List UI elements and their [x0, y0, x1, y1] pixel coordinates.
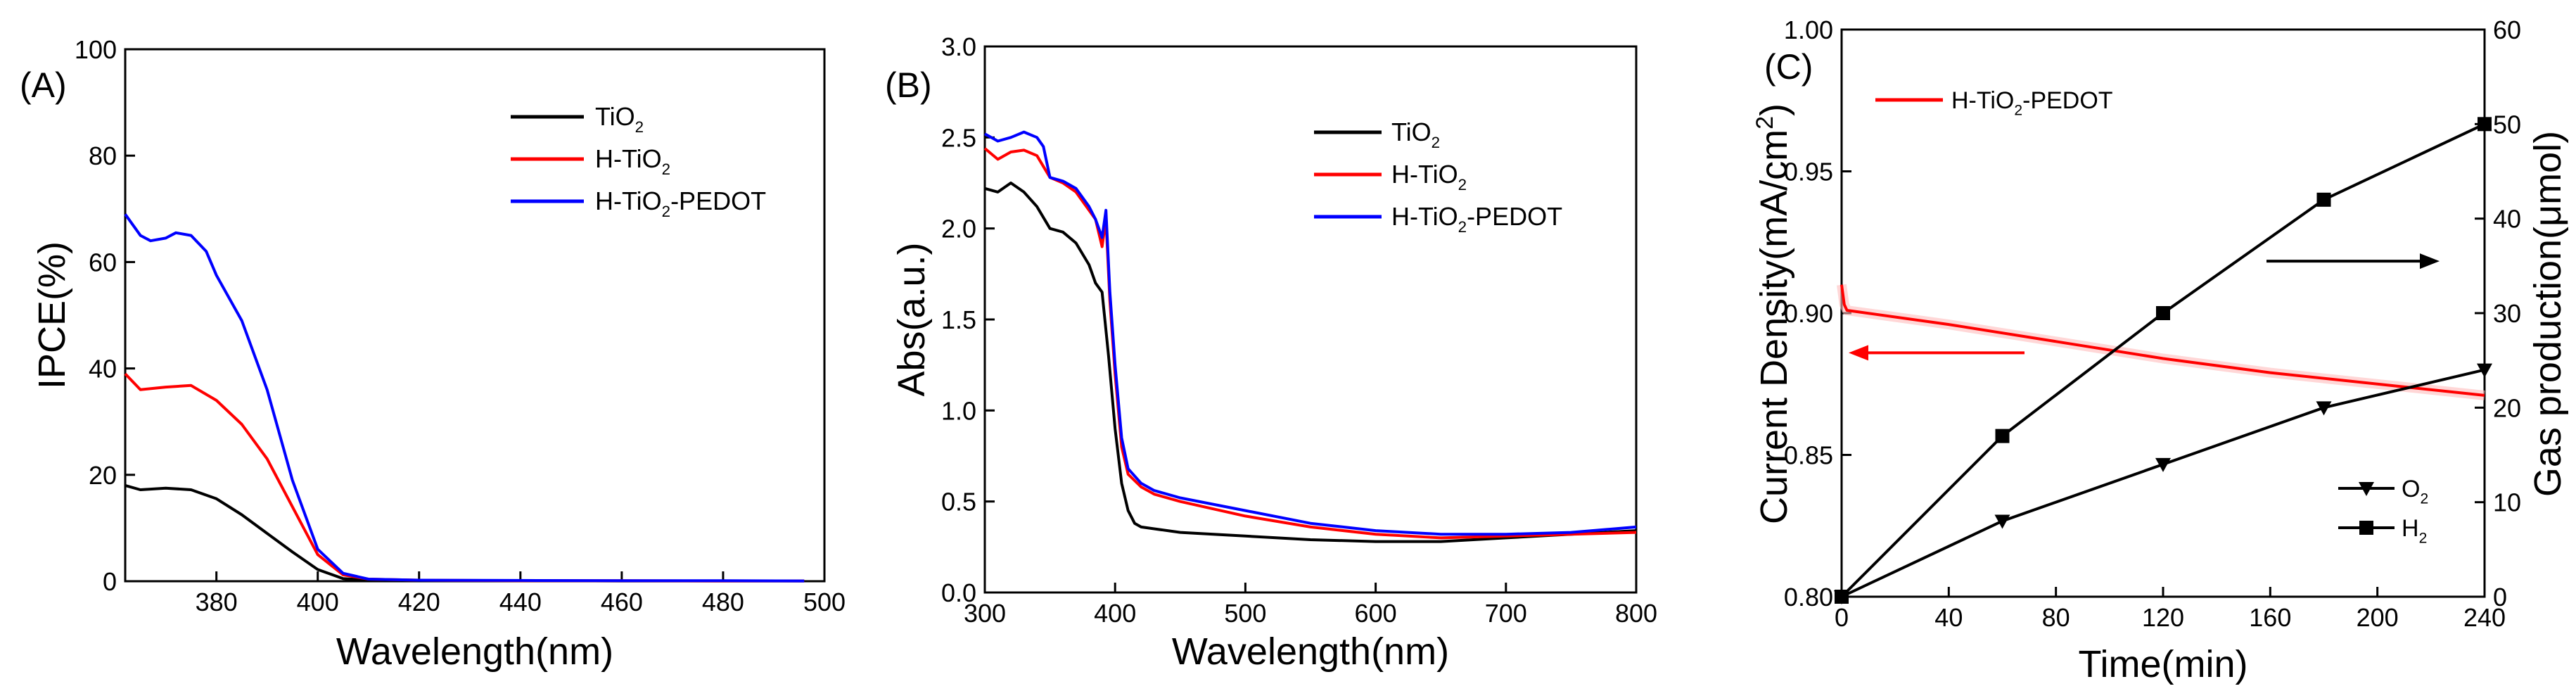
panel-c-y2-axis-label: Gas production(μmol): [2527, 131, 2569, 497]
panel-c-o2-marker: [2155, 457, 2171, 472]
panel-b-x-tick-label: 700: [1485, 599, 1527, 628]
panel-a-x-tick-label: 400: [297, 588, 339, 616]
panel-c-y2-tick-label: 50: [2493, 110, 2521, 139]
panel-c-legend-label: H2: [2402, 515, 2427, 547]
panel-c-x-tick-label: 120: [2142, 603, 2184, 632]
panel-c-y2-tick-label: 30: [2493, 299, 2521, 328]
panel-c-y-axis-label: Current Density(mA/cm2): [1752, 103, 1795, 524]
panel-b-x-tick-label: 300: [964, 599, 1006, 628]
panel-b-y-tick-label: 0.0: [941, 578, 976, 607]
panel-c-y-tick-label: 0.95: [1784, 158, 1833, 186]
panel-c-y-tick-label: 0.80: [1784, 583, 1833, 611]
panel-a-x-axis-label: Wavelength(nm): [336, 630, 613, 673]
panel-a-plot-frame: [124, 48, 826, 583]
panel-c-y2-tick-label: 40: [2493, 205, 2521, 234]
panel-c-y-tick-label: 0.90: [1784, 299, 1833, 328]
panel-c-x-tick-label: 200: [2357, 603, 2399, 632]
panel-c-o2-marker: [1994, 514, 2010, 529]
panel-a-y-axis-label: IPCE(%): [31, 241, 73, 389]
panel-b-legend-label: H-TiO2: [1391, 160, 1467, 194]
panel-a-x-tick-label: 500: [803, 588, 846, 616]
panel-a-x-tick-label: 480: [702, 588, 744, 616]
panel-c-o2-marker: [2477, 363, 2492, 378]
panel-b-x-tick-label: 400: [1094, 599, 1136, 628]
panel-a-legend-label: H-TiO2: [595, 144, 670, 178]
panel-a-label: (A): [20, 65, 67, 105]
panel-b-y-tick-label: 2.5: [941, 123, 976, 152]
panel-c-label: (C): [1764, 47, 1813, 87]
panel-a-y-tick-label: 100: [75, 35, 117, 64]
panel-b-label: (B): [885, 65, 932, 105]
panel-b-x-axis-label: Wavelength(nm): [1172, 630, 1449, 673]
panel-b-absorbance-chart: 300 400 500 600 700 800 0.0 0.5 1.0 1.5 2.0 2.5 3.0 W…: [885, 32, 1657, 673]
panel-c-o2-marker: [2316, 401, 2332, 416]
panel-b-legend-label: TiO2: [1391, 118, 1440, 151]
panel-c-y-tick-label: 0.85: [1784, 441, 1833, 470]
panel-a-x-tick-label: 460: [601, 588, 643, 616]
panel-b-plot-frame: [983, 45, 1638, 594]
panel-c-y-tick-label: 1.00: [1784, 15, 1833, 44]
panel-a-legend-label: H-TiO2-PEDOT: [595, 186, 766, 220]
panel-b-y-tick-label: 2.0: [941, 215, 976, 243]
panel-c-legend-h2-marker: [2359, 521, 2373, 535]
panel-a-ipce-chart: 380 400 420 440 460 480 500 0 20 40 60 80 100 Wavelen…: [20, 35, 846, 673]
panel-c-current-density-line: [1840, 284, 2485, 397]
panel-a-y-tick-label: 80: [89, 141, 117, 170]
panel-a-series-line: [124, 213, 805, 583]
panel-c-stability-chart: 0 40 80 120 160 200 240 0.80 0.85 0.90 0.95 1.00 0 10…: [1752, 15, 2569, 685]
panel-b-y-tick-label: 0.5: [941, 488, 976, 516]
panel-c-y2-tick-label: 20: [2493, 393, 2521, 422]
panel-c-x-tick-label: 0: [1835, 603, 1849, 632]
panel-c-x-tick-label: 40: [1934, 603, 1963, 632]
panel-c-h2-marker: [2156, 306, 2170, 320]
panel-a-legend-label: TiO2: [595, 102, 644, 136]
panel-b-y-axis-label: Abs(a.u.): [891, 242, 933, 396]
panel-b-series-line: [984, 182, 1637, 543]
panel-c-x-tick-label: 240: [2463, 603, 2506, 632]
panel-b-y-tick-label: 1.0: [941, 396, 976, 425]
panel-a-y-tick-label: 20: [89, 461, 117, 490]
panel-a-y-tick-label: 60: [89, 248, 117, 277]
panel-b-x-tick-label: 500: [1224, 599, 1266, 628]
panel-a-x-tick-label: 420: [398, 588, 440, 616]
panel-c-y2-tick-label: 0: [2493, 583, 2507, 611]
panel-c-left-arrow-head: [1849, 345, 1868, 361]
panel-a-y-tick-label: 40: [89, 355, 117, 383]
panel-a-y-tick-label: 0: [103, 567, 117, 596]
panel-c-h2-marker: [1835, 590, 1849, 604]
panel-a-x-tick-label: 440: [499, 588, 542, 616]
panel-b-x-tick-label: 800: [1615, 599, 1657, 628]
panel-c-legend-o2-marker: [2359, 482, 2374, 496]
panel-c-right-arrow-head: [2420, 253, 2440, 270]
panel-c-h2-marker: [1995, 429, 2010, 443]
panel-c-x-tick-label: 80: [2042, 603, 2070, 632]
panel-c-y2-tick-label: 10: [2493, 488, 2521, 517]
panel-a-series-line: [125, 483, 805, 583]
panel-b-legend-label: H-TiO2-PEDOT: [1391, 202, 1562, 236]
panel-c-current-density-noise-band: [1837, 284, 2485, 400]
panel-c-legend-label: H-TiO2-PEDOT: [1951, 87, 2113, 119]
panel-a-series-line: [124, 372, 805, 583]
panel-c-h2-marker: [2316, 192, 2331, 207]
panel-b-y-tick-label: 3.0: [941, 32, 976, 61]
panel-b-series-line: [984, 130, 1637, 536]
panel-b-x-tick-label: 600: [1355, 599, 1397, 628]
panel-c-legend-label: O2: [2402, 476, 2428, 507]
panel-c-h2-marker: [2478, 117, 2492, 132]
panel-c-x-axis-label: Time(min): [2079, 643, 2248, 685]
panel-c-o2-line: [1841, 368, 2485, 598]
panel-b-y-tick-label: 1.5: [941, 305, 976, 334]
panel-c-y2-tick-label: 60: [2493, 15, 2521, 44]
panel-c-x-tick-label: 160: [2249, 603, 2291, 632]
panel-a-x-tick-label: 380: [196, 588, 238, 616]
